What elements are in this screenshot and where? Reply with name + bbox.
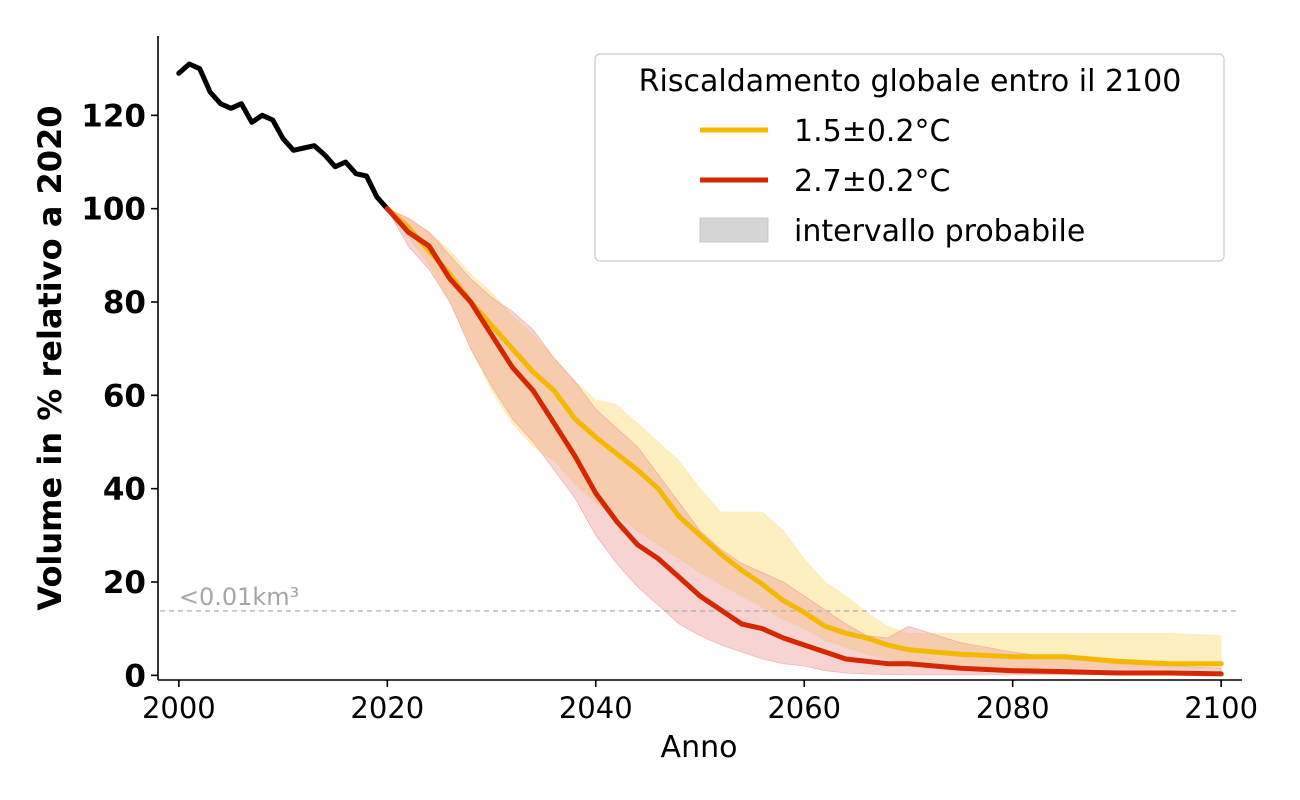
uncertainty-bands [386, 207, 1222, 676]
x-ticks: 2000 2020 2040 2060 2080 2100 [142, 680, 1258, 725]
series-line-high-warming [384, 206, 1224, 677]
y-tick-label: 20 [103, 565, 146, 601]
x-tick-label: 2000 [142, 691, 216, 725]
legend-frame [594, 53, 1225, 262]
band-high-warming [386, 208, 1222, 676]
historical-line [176, 61, 390, 212]
x-tick-label: 2020 [350, 691, 424, 725]
threshold-label: <0.01km³ [179, 583, 299, 611]
y-axis-title: Volume in % relativo a 2020 [31, 105, 69, 610]
legend-label-low: 1.5±0.2°C [794, 114, 951, 149]
x-tick-label: 2080 [976, 691, 1050, 725]
legend: Riscaldamento globale entro il 2100 1.5±… [594, 53, 1225, 262]
x-tick-label: 2100 [1184, 691, 1258, 725]
legend-swatch-band [699, 217, 769, 243]
axes [157, 36, 1242, 681]
y-tick-label: 120 [81, 98, 146, 134]
y-tick-label: 40 [103, 472, 146, 508]
y-tick-label: 100 [81, 192, 146, 228]
y-ticks: 0 20 40 60 80 100 120 [81, 98, 158, 694]
y-tick-label: 80 [103, 285, 146, 321]
series-lines [176, 61, 1224, 677]
x-tick-label: 2040 [559, 691, 633, 725]
legend-title: Riscaldamento globale entro il 2100 [639, 64, 1182, 99]
series-line-low-warming [384, 206, 1224, 667]
y-tick-label: 0 [124, 658, 146, 694]
legend-label-high: 2.7±0.2°C [794, 164, 951, 199]
legend-label-band: intervallo probabile [794, 214, 1085, 249]
x-tick-label: 2060 [767, 691, 841, 725]
y-tick-label: 60 [103, 378, 146, 414]
x-axis-title: Anno [661, 730, 738, 765]
